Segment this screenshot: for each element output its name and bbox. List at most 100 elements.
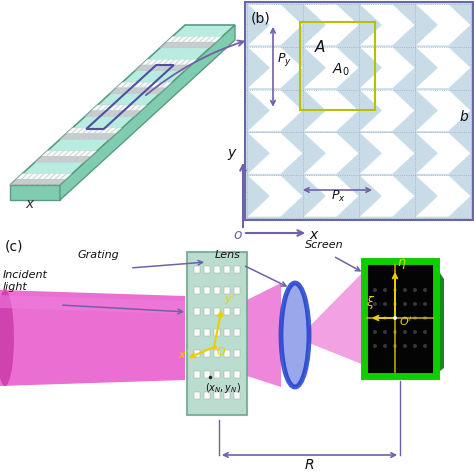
Polygon shape (174, 59, 185, 65)
Text: (b): (b) (251, 11, 271, 25)
Bar (234, 371, 240, 378)
Polygon shape (188, 42, 199, 48)
Polygon shape (60, 25, 235, 200)
Polygon shape (122, 82, 133, 88)
Polygon shape (205, 36, 216, 42)
Bar (194, 287, 200, 294)
Polygon shape (83, 128, 94, 134)
Polygon shape (52, 156, 63, 162)
Polygon shape (128, 82, 138, 88)
Polygon shape (144, 82, 155, 88)
Polygon shape (303, 90, 359, 131)
Ellipse shape (373, 330, 377, 334)
Polygon shape (10, 179, 21, 185)
Ellipse shape (373, 302, 377, 306)
Text: $R$: $R$ (304, 458, 315, 472)
Polygon shape (77, 128, 88, 134)
Ellipse shape (403, 288, 407, 292)
Text: $A_0$: $A_0$ (332, 62, 350, 78)
Polygon shape (180, 59, 191, 65)
Text: (c): (c) (5, 239, 24, 253)
Polygon shape (186, 59, 197, 65)
Polygon shape (149, 88, 160, 93)
Bar (214, 266, 220, 273)
Polygon shape (101, 111, 113, 117)
Text: $(x_N, y_N)$: $(x_N, y_N)$ (205, 381, 241, 395)
Text: $A$: $A$ (314, 39, 326, 55)
Ellipse shape (393, 316, 397, 320)
Polygon shape (163, 65, 174, 71)
Ellipse shape (403, 330, 407, 334)
Polygon shape (86, 151, 97, 156)
Polygon shape (359, 47, 415, 89)
Bar (224, 308, 230, 315)
Polygon shape (65, 134, 76, 139)
Polygon shape (82, 134, 93, 139)
Polygon shape (436, 267, 444, 374)
Polygon shape (129, 111, 140, 117)
Polygon shape (16, 173, 27, 179)
Polygon shape (164, 59, 174, 65)
Polygon shape (61, 173, 72, 179)
Polygon shape (171, 42, 182, 48)
Polygon shape (211, 36, 222, 42)
Polygon shape (44, 173, 55, 179)
Polygon shape (38, 173, 49, 179)
Polygon shape (113, 105, 125, 111)
Polygon shape (60, 134, 71, 139)
Polygon shape (93, 134, 104, 139)
Bar (204, 350, 210, 357)
Bar (364, 261, 436, 376)
Polygon shape (150, 82, 161, 88)
Polygon shape (161, 82, 172, 88)
Polygon shape (91, 111, 101, 117)
Ellipse shape (403, 316, 407, 320)
Polygon shape (127, 88, 137, 93)
Ellipse shape (383, 316, 387, 320)
Bar (214, 329, 220, 336)
Polygon shape (309, 271, 364, 365)
Polygon shape (105, 128, 116, 134)
Polygon shape (58, 151, 69, 156)
Polygon shape (94, 128, 105, 134)
Polygon shape (183, 36, 194, 42)
Ellipse shape (393, 288, 397, 292)
Bar (234, 287, 240, 294)
Polygon shape (135, 65, 146, 71)
Polygon shape (247, 47, 303, 89)
Polygon shape (10, 185, 60, 200)
Polygon shape (189, 36, 200, 42)
Ellipse shape (413, 302, 417, 306)
Ellipse shape (423, 344, 427, 348)
Polygon shape (102, 105, 113, 111)
Polygon shape (146, 65, 157, 71)
Polygon shape (415, 4, 471, 46)
Bar (214, 308, 220, 315)
Bar (224, 329, 230, 336)
Polygon shape (124, 111, 135, 117)
Bar (224, 266, 230, 273)
Polygon shape (21, 179, 32, 185)
Polygon shape (247, 4, 303, 46)
Polygon shape (247, 283, 281, 387)
Polygon shape (152, 59, 164, 65)
Polygon shape (193, 42, 204, 48)
Text: $y'$: $y'$ (224, 292, 236, 307)
Polygon shape (85, 111, 96, 117)
Polygon shape (16, 179, 27, 185)
Text: $\xi$: $\xi$ (366, 294, 375, 311)
Ellipse shape (383, 344, 387, 348)
Polygon shape (359, 90, 415, 131)
Text: $x'$: $x'$ (178, 348, 190, 361)
Polygon shape (168, 65, 179, 71)
Ellipse shape (373, 344, 377, 348)
Polygon shape (194, 36, 205, 42)
Polygon shape (47, 151, 58, 156)
Bar (194, 329, 200, 336)
Polygon shape (71, 134, 82, 139)
Bar (204, 308, 210, 315)
Polygon shape (68, 156, 79, 162)
Polygon shape (247, 90, 303, 131)
Text: $P_x$: $P_x$ (331, 189, 346, 204)
Text: $o$: $o$ (233, 228, 243, 242)
